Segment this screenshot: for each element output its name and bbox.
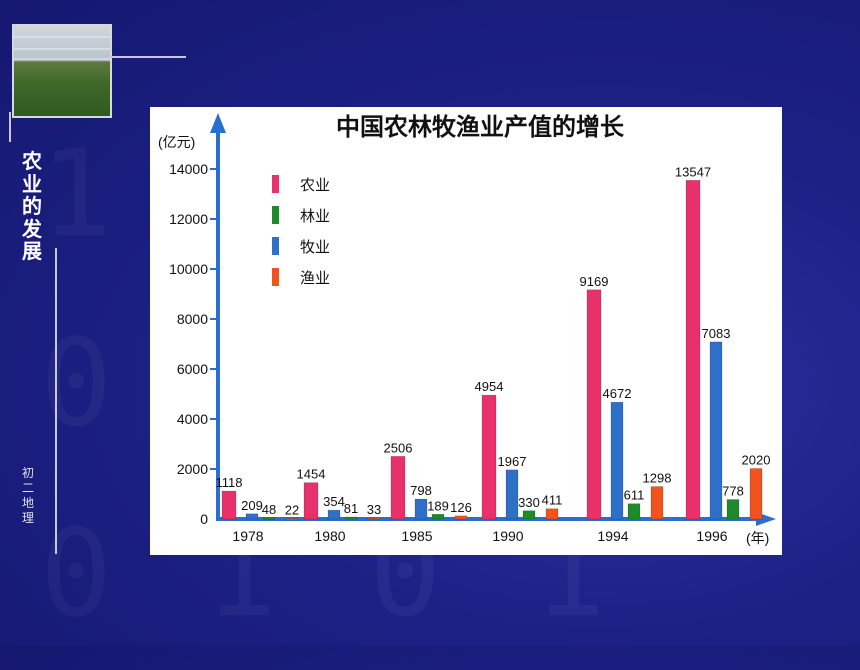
y-axis-arrow <box>210 113 226 133</box>
bar-3-1994 <box>610 401 624 520</box>
y-tick-label: 0 <box>200 511 208 527</box>
bar-1-1994 <box>586 289 602 520</box>
greenhouse-photo <box>12 24 112 118</box>
slide-side-subtitle: 初二地理 <box>21 466 34 525</box>
bar-value-label: 189 <box>427 498 449 513</box>
bar-4-1978 <box>285 518 299 521</box>
bar-value-label: 611 <box>624 488 645 503</box>
y-tick-label: 12000 <box>169 211 208 227</box>
bar-4-1980 <box>367 517 381 520</box>
slide-side-title: 农业的发展 <box>22 149 42 263</box>
x-tick-label: 1978 <box>232 528 263 544</box>
bar-2-1978 <box>262 517 276 520</box>
legend-swatch-4 <box>272 268 279 286</box>
bar-value-label: 2020 <box>742 453 771 468</box>
bar-1-1985 <box>390 456 406 520</box>
bar-value-label: 1967 <box>498 454 527 469</box>
bar-4-1990 <box>545 508 559 520</box>
bar-2-1980 <box>344 516 358 520</box>
bar-value-label: 9169 <box>580 274 609 289</box>
bar-1-1990 <box>481 394 497 520</box>
chart-panel: 中国农林牧渔业产值的增长 (亿元) (年) 0 2000 4000 6000 8000 1… <box>150 107 782 555</box>
legend-label-1: 农业 <box>300 177 330 194</box>
bar-value-label: 22 <box>285 502 299 517</box>
bar-1-1980 <box>303 482 319 520</box>
bar-value-label: 48 <box>262 502 276 517</box>
y-tick-label: 10000 <box>169 261 208 277</box>
bar-value-label: 798 <box>410 483 432 498</box>
bar-3-1985 <box>414 498 428 520</box>
bar-value-label: 411 <box>542 493 563 508</box>
bar-value-label: 4672 <box>603 386 632 401</box>
bar-value-label: 81 <box>344 501 358 516</box>
bar-value-label: 778 <box>722 484 744 499</box>
bar-value-label: 4954 <box>475 379 504 394</box>
y-axis-label: (亿元) <box>158 134 195 150</box>
legend-label-2: 林业 <box>300 208 330 225</box>
x-axis-label: (年) <box>746 530 769 546</box>
legend-swatch-2 <box>272 206 279 224</box>
decor-line-left <box>9 112 11 142</box>
y-tick-label: 4000 <box>177 411 208 427</box>
x-tick-label: 1996 <box>696 528 727 544</box>
bar-value-label: 1298 <box>643 471 672 486</box>
bar-3-1996 <box>709 341 723 520</box>
x-tick-label: 1980 <box>314 528 345 544</box>
chart-title: 中国农林牧渔业产值的增长 <box>336 113 625 141</box>
bar-chart: 中国农林牧渔业产值的增长 (亿元) (年) 0 2000 4000 6000 8000 1… <box>158 113 776 546</box>
decor-line-top <box>108 56 186 58</box>
bar-2-1996 <box>726 499 740 520</box>
bar-value-label: 209 <box>241 498 263 513</box>
x-tick-label: 1994 <box>597 528 628 544</box>
bar-value-label: 33 <box>367 502 381 517</box>
bar-1-1978 <box>221 490 237 520</box>
bar-1-1996 <box>685 180 701 520</box>
x-tick-label: 1985 <box>401 528 432 544</box>
bar-value-label: 2506 <box>384 440 413 455</box>
bar-3-1978 <box>245 513 259 520</box>
y-tick-label: 2000 <box>177 461 208 477</box>
bar-4-1996 <box>749 468 763 520</box>
bar-value-label: 330 <box>518 495 540 510</box>
legend-label-3: 牧业 <box>300 239 330 256</box>
bar-value-label: 1454 <box>297 467 326 482</box>
bar-value-label: 13547 <box>675 164 711 179</box>
bar-4-1985 <box>454 515 468 520</box>
legend-label-4: 渔业 <box>300 270 330 287</box>
y-tick-label: 14000 <box>169 161 208 177</box>
x-tick-label: 1990 <box>492 528 523 544</box>
bar-value-label: 354 <box>323 494 345 509</box>
bar-2-1994 <box>627 503 641 520</box>
y-tick-label: 6000 <box>177 361 208 377</box>
bar-value-label: 1118 <box>216 475 243 490</box>
y-tick-label: 8000 <box>177 311 208 327</box>
legend-swatch-1 <box>272 175 279 193</box>
bar-3-1990 <box>505 469 519 520</box>
bar-value-label: 7083 <box>702 326 731 341</box>
decor-line-vertical <box>55 248 57 554</box>
legend-swatch-3 <box>272 237 279 255</box>
bar-value-label: 126 <box>450 500 472 515</box>
bar-3-1980 <box>327 509 341 520</box>
bar-2-1990 <box>522 510 536 520</box>
bar-2-1985 <box>431 513 445 520</box>
bar-4-1994 <box>650 486 664 520</box>
